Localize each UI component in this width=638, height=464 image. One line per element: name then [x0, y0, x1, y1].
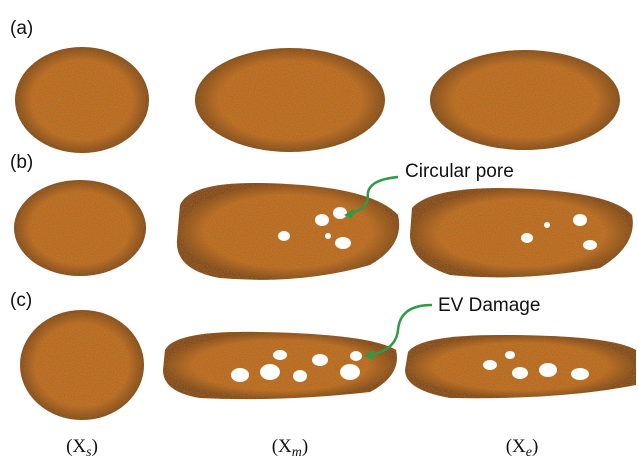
particle — [177, 183, 399, 280]
particle — [14, 180, 146, 276]
pore — [293, 370, 307, 382]
pore — [573, 214, 587, 226]
pore — [278, 231, 290, 241]
pore — [521, 233, 533, 243]
pore — [512, 367, 528, 379]
column-label-close: ) — [302, 436, 308, 457]
particle — [20, 310, 144, 420]
column-label-main: (X — [506, 436, 526, 457]
column-label-close: ) — [92, 436, 98, 457]
pore — [544, 222, 550, 228]
pore — [325, 233, 331, 239]
annotation: EV Damage — [438, 295, 540, 316]
pore — [483, 360, 497, 370]
pore — [583, 240, 597, 250]
pore — [350, 351, 362, 361]
particle — [163, 332, 397, 399]
pore — [505, 351, 515, 359]
pore — [340, 364, 360, 380]
figure: (a) (b) (c) Circular pore EV Damage (Xs)… — [0, 0, 638, 464]
particle — [405, 335, 636, 398]
pore — [260, 364, 280, 380]
particle — [15, 47, 149, 153]
particle — [410, 188, 633, 277]
panel-label: (a) — [10, 18, 33, 39]
particle — [430, 50, 620, 150]
pore — [273, 350, 287, 360]
panel-label: (b) — [10, 152, 33, 173]
column-label: (Xe) — [506, 436, 539, 460]
column-label-sub: m — [292, 445, 302, 460]
column-label-close: ) — [532, 436, 538, 457]
annotation: Circular pore — [405, 161, 514, 182]
column-label-main: (X — [66, 436, 86, 457]
column-label: (Xs) — [66, 436, 98, 460]
pore — [312, 354, 328, 366]
pore — [571, 368, 589, 380]
pore — [315, 214, 329, 226]
column-label-main: (X — [272, 436, 292, 457]
panel-label: (c) — [10, 290, 32, 311]
pore — [333, 207, 347, 219]
particle — [195, 48, 385, 152]
column-label: (Xm) — [272, 436, 309, 460]
pore — [539, 363, 557, 377]
pore — [231, 368, 249, 382]
pore — [335, 237, 351, 249]
